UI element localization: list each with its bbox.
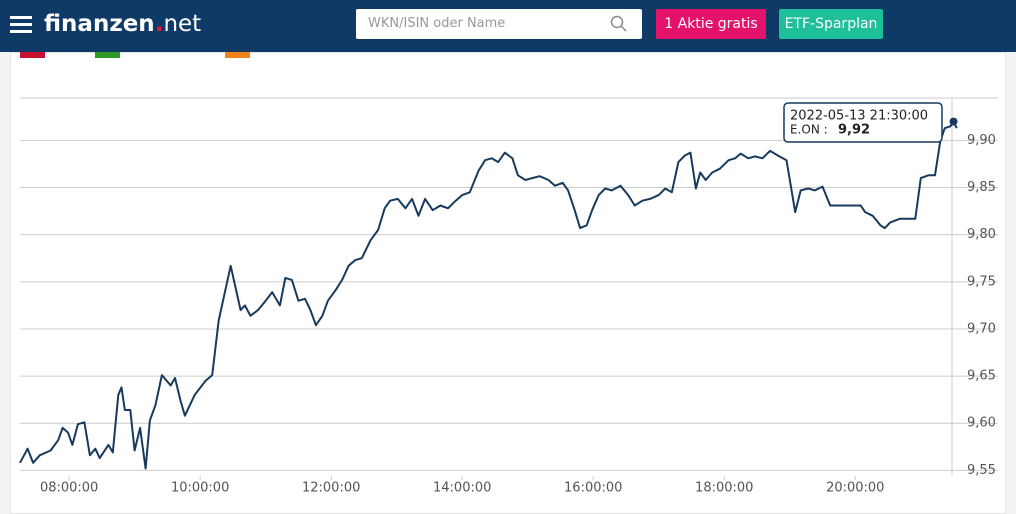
- x-tick-label: 18:00:00: [695, 481, 753, 496]
- menu-icon[interactable]: [10, 16, 34, 36]
- promo-button[interactable]: 1 Aktie gratis: [656, 9, 766, 39]
- price-line: [19, 120, 958, 470]
- etf-button[interactable]: ETF-Sparplan: [779, 9, 883, 39]
- tooltip-box: [783, 102, 943, 143]
- legend-swatch: [225, 52, 250, 58]
- y-tick-label: 9,75: [967, 274, 996, 289]
- header: finanzen.net WKN/ISIN oder Name 1 Aktie …: [0, 0, 1016, 52]
- search-box[interactable]: WKN/ISIN oder Name: [356, 9, 642, 39]
- legend-swatch: [20, 52, 45, 58]
- x-tick-label: 16:00:00: [564, 481, 622, 496]
- y-tick-label: 9,85: [967, 180, 996, 195]
- search-icon: [610, 15, 627, 32]
- y-tick-label: 9,90: [967, 133, 996, 148]
- x-tick-label: 14:00:00: [433, 481, 491, 496]
- y-tick-label: 9,65: [967, 369, 996, 384]
- logo-main: finanzen: [44, 11, 155, 37]
- y-tick-label: 9,55: [967, 463, 996, 478]
- x-tick-label: 20:00:00: [826, 481, 884, 496]
- y-tick-label: 9,70: [967, 321, 996, 336]
- legend-swatch: [95, 52, 120, 58]
- tooltip-value: 9,92: [838, 123, 870, 138]
- x-tick-label: 08:00:00: [40, 481, 98, 496]
- x-tick-label: 10:00:00: [171, 481, 229, 496]
- tooltip-series: E.ON :: [790, 123, 828, 137]
- tooltip-point: [949, 117, 958, 126]
- logo-suffix: net: [163, 11, 202, 37]
- y-tick-label: 9,60: [967, 416, 996, 431]
- search-placeholder: WKN/ISIN oder Name: [368, 16, 506, 31]
- tooltip-date: 2022-05-13 21:30:00: [790, 109, 928, 124]
- x-tick-label: 12:00:00: [302, 481, 360, 496]
- logo[interactable]: finanzen.net: [44, 11, 201, 37]
- y-tick-label: 9,80: [967, 227, 996, 242]
- tooltip: 2022-05-13 21:30:00E.ON : 9,92: [783, 102, 943, 143]
- logo-dot: .: [154, 11, 164, 37]
